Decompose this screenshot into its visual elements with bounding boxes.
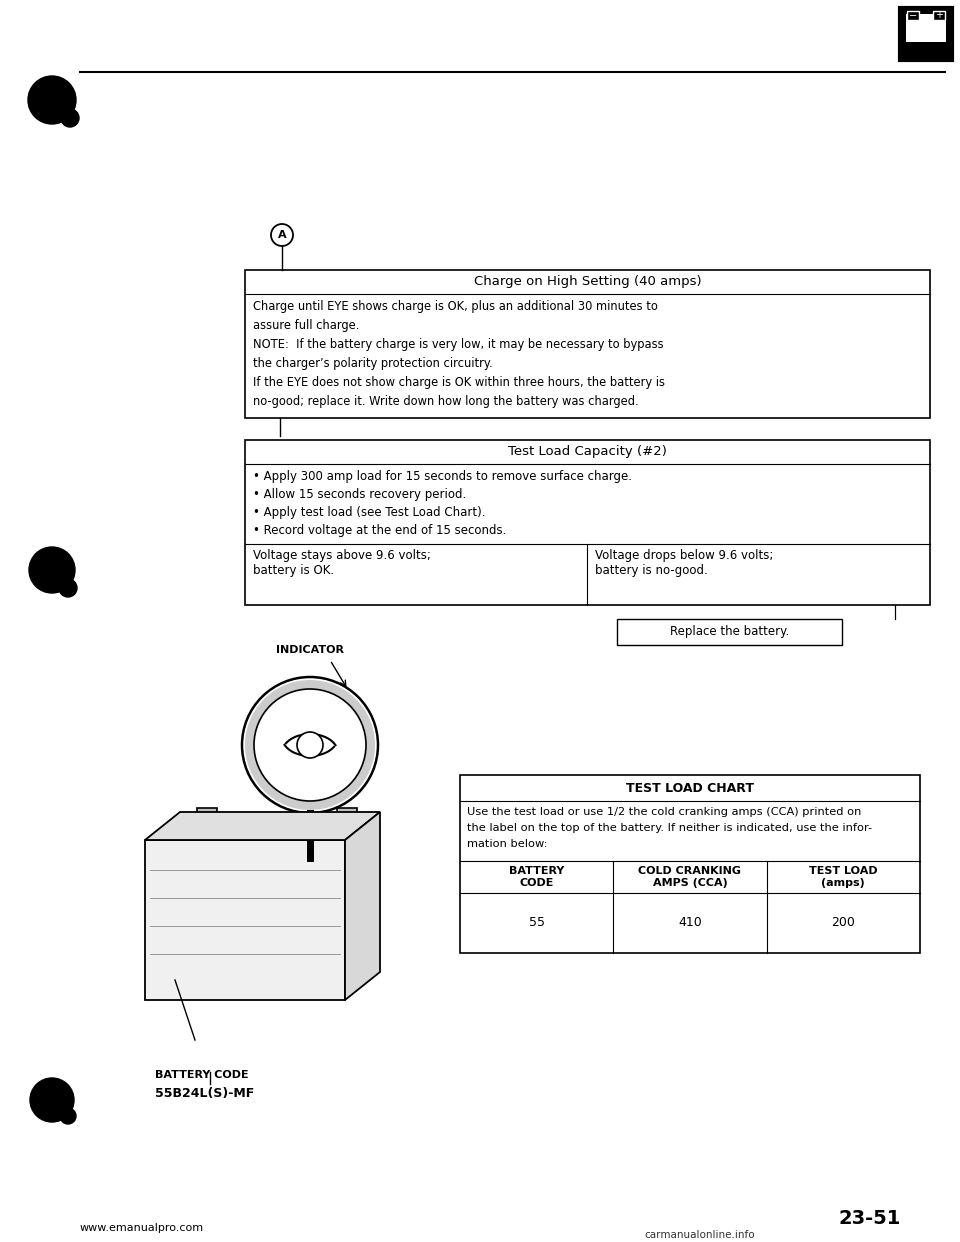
- Bar: [197, 809, 217, 823]
- Text: If the EYE does not show charge is OK within three hours, the battery is: If the EYE does not show charge is OK wi…: [253, 376, 665, 389]
- Circle shape: [29, 546, 75, 592]
- Circle shape: [297, 732, 323, 758]
- Bar: [245, 440, 930, 605]
- Text: 200: 200: [831, 917, 855, 929]
- Text: mation below:: mation below:: [467, 840, 547, 850]
- Bar: [617, 619, 842, 645]
- Circle shape: [30, 1078, 74, 1122]
- Polygon shape: [345, 812, 380, 1000]
- Text: the charger’s polarity protection circuitry.: the charger’s polarity protection circui…: [253, 356, 492, 370]
- Bar: [337, 809, 357, 823]
- Text: the label on the top of the battery. If neither is indicated, use the infor-: the label on the top of the battery. If …: [467, 823, 872, 833]
- Circle shape: [271, 224, 293, 246]
- Text: Test Load Capacity (#2): Test Load Capacity (#2): [508, 446, 667, 458]
- Text: +: +: [935, 10, 943, 21]
- Text: Charge until EYE shows charge is OK, plus an additional 30 minutes to: Charge until EYE shows charge is OK, plu…: [253, 301, 658, 313]
- Bar: [907, 11, 919, 20]
- Text: BATTERY CODE: BATTERY CODE: [155, 1071, 249, 1081]
- Text: INDICATOR: INDICATOR: [276, 645, 344, 655]
- Bar: [460, 775, 920, 953]
- Circle shape: [242, 677, 378, 814]
- Circle shape: [59, 579, 77, 597]
- Text: Voltage drops below 9.6 volts;
battery is no-good.: Voltage drops below 9.6 volts; battery i…: [595, 549, 774, 578]
- Text: • Allow 15 seconds recovery period.: • Allow 15 seconds recovery period.: [253, 488, 467, 501]
- Text: 55B24L(S)-MF: 55B24L(S)-MF: [155, 1087, 254, 1100]
- Text: A: A: [277, 230, 286, 240]
- Text: TEST LOAD CHART: TEST LOAD CHART: [626, 781, 754, 795]
- Text: • Apply 300 amp load for 15 seconds to remove surface charge.: • Apply 300 amp load for 15 seconds to r…: [253, 469, 632, 483]
- Bar: [245, 270, 930, 419]
- Text: 23-51: 23-51: [839, 1208, 901, 1227]
- Circle shape: [245, 681, 375, 810]
- Text: TEST LOAD
(amps): TEST LOAD (amps): [809, 866, 877, 888]
- Circle shape: [60, 1108, 76, 1124]
- Text: no-good; replace it. Write down how long the battery was charged.: no-good; replace it. Write down how long…: [253, 395, 638, 409]
- Bar: [906, 14, 946, 42]
- Text: assure full charge.: assure full charge.: [253, 319, 359, 332]
- Text: COLD CRANKING
AMPS (CCA): COLD CRANKING AMPS (CCA): [638, 866, 741, 888]
- Circle shape: [61, 109, 79, 127]
- Bar: [145, 840, 345, 1000]
- Circle shape: [254, 689, 366, 801]
- Bar: [900, 7, 952, 60]
- Text: Charge on High Setting (40 amps): Charge on High Setting (40 amps): [473, 276, 702, 288]
- Bar: [933, 11, 945, 20]
- Polygon shape: [145, 812, 380, 840]
- Text: BODY: BODY: [907, 43, 946, 56]
- Text: carmanualonline.info: carmanualonline.info: [645, 1230, 756, 1240]
- Text: www.emanualpro.com: www.emanualpro.com: [80, 1223, 204, 1233]
- Text: NOTE:  If the battery charge is very low, it may be necessary to bypass: NOTE: If the battery charge is very low,…: [253, 338, 663, 351]
- Text: • Apply test load (see Test Load Chart).: • Apply test load (see Test Load Chart).: [253, 505, 486, 519]
- Text: • Record voltage at the end of 15 seconds.: • Record voltage at the end of 15 second…: [253, 524, 506, 537]
- Text: Replace the battery.: Replace the battery.: [670, 626, 789, 638]
- Text: BATTERY
CODE: BATTERY CODE: [509, 866, 564, 888]
- Text: Voltage stays above 9.6 volts;
battery is OK.: Voltage stays above 9.6 volts; battery i…: [253, 549, 431, 578]
- Text: 55: 55: [529, 917, 544, 929]
- Text: 410: 410: [678, 917, 702, 929]
- Circle shape: [28, 76, 76, 124]
- Text: Use the test load or use 1/2 the cold cranking amps (CCA) printed on: Use the test load or use 1/2 the cold cr…: [467, 807, 861, 817]
- Text: −: −: [909, 10, 917, 21]
